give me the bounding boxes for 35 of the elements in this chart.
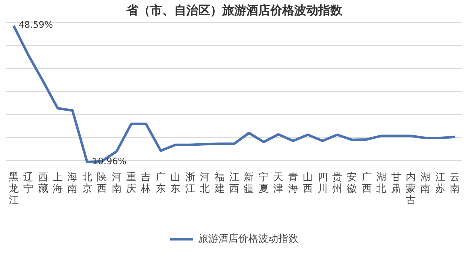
x-tick-label: 四川 xyxy=(318,172,328,196)
legend-label: 旅游酒店价格波动指数 xyxy=(198,232,298,246)
x-tick-label: 甘肃 xyxy=(391,172,402,196)
x-tick-label: 江西 xyxy=(230,172,240,196)
x-tick-label: 辽宁 xyxy=(24,172,34,196)
x-tick-label: 内蒙古 xyxy=(406,172,416,207)
x-tick-label: 河北 xyxy=(200,172,210,196)
x-tick-label: 浙江 xyxy=(185,172,196,196)
chart-title: 省（市、自治区）旅游酒店价格波动指数 xyxy=(126,4,344,18)
x-tick-label: 广西 xyxy=(362,172,372,196)
data-label: 48.59% xyxy=(18,20,54,31)
x-tick-label: 黑龙江 xyxy=(8,172,19,207)
data-label: 10.96% xyxy=(92,157,128,168)
x-tick-label: 湖北 xyxy=(376,172,387,196)
x-tick-label: 上海 xyxy=(52,172,63,196)
x-tick-label: 天津 xyxy=(274,172,284,196)
x-tick-label: 山西 xyxy=(303,172,314,196)
x-tick-label: 新疆 xyxy=(244,172,254,196)
x-tick-label: 西藏 xyxy=(38,172,48,196)
x-tick-label: 山东 xyxy=(170,172,181,196)
x-tick-label: 海南 xyxy=(68,172,78,196)
x-tick-label: 河南 xyxy=(112,172,122,196)
x-tick-label: 云南 xyxy=(450,172,460,196)
x-tick-label: 广东 xyxy=(156,172,166,196)
x-tick-label: 重庆 xyxy=(126,172,137,196)
x-tick-label: 贵州 xyxy=(332,172,342,196)
x-tick-label: 北京 xyxy=(82,172,92,196)
x-tick-label: 安徽 xyxy=(347,172,358,196)
x-tick-label: 湖南 xyxy=(420,172,431,196)
x-tick-label: 福建 xyxy=(214,172,225,196)
x-tick-label: 江苏 xyxy=(435,172,446,196)
x-tick-label: 青海 xyxy=(288,172,298,196)
x-tick-label: 宁夏 xyxy=(258,172,269,196)
x-tick-label: 陕西 xyxy=(97,172,108,196)
x-tick-label: 吉林 xyxy=(140,172,152,196)
